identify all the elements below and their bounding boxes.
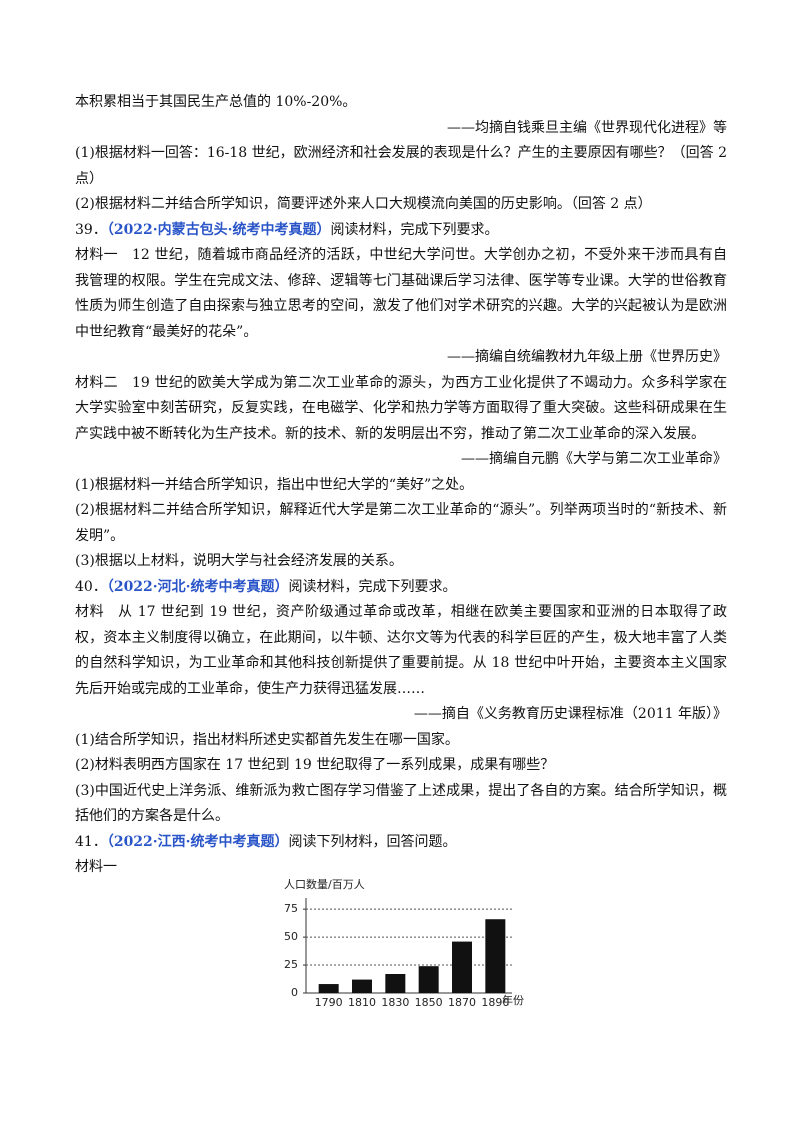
material: 材料从 17 世纪到 19 世纪，资产阶级通过革命或改革，相继在欧美主要国家和亚…: [75, 600, 727, 702]
x-tick-label: 1790: [315, 996, 343, 1009]
tag: （2022·江西·统考中考真题）: [106, 833, 289, 850]
y-tick-label: 75: [284, 902, 298, 915]
source: ——摘编自统编教材九年级上册《世界历史》: [447, 349, 727, 365]
bar: [485, 919, 506, 993]
label: 材料: [75, 604, 105, 620]
y-tick-label: 50: [284, 930, 298, 943]
bar: [452, 941, 472, 993]
question: (1)根据材料一回答：16-18 世纪，欧洲经济和社会发展的表现是什么？产生的主…: [75, 145, 727, 187]
question: (3)中国近代史上洋务派、维新派为救亡图存学习借鉴了上述成果，提出了各自的方案。…: [75, 782, 727, 825]
bar: [418, 966, 439, 993]
x-tick-label: 1830: [381, 996, 409, 1009]
text: 从 17 世纪到 19 世纪，资产阶级通过革命或改革，相继在欧美主要国家和亚洲的…: [75, 604, 728, 697]
text: 19 世纪的欧美大学成为第二次工业革命的源头，为西方工业化提供了不竭动力。众多科…: [75, 374, 728, 442]
question-header: 39．（2022·内蒙古包头·统考中考真题）阅读材料，完成下列要求。: [75, 218, 727, 244]
number: 39．: [75, 221, 107, 238]
material: 材料一 12 世纪，随着城市商品经济的活跃，中世纪大学问世。大学创办之初，不受外来…: [75, 243, 727, 345]
x-tick-label: 1870: [448, 996, 476, 1009]
chart: 人口数量/百万人 年份 0 25 50 75 1790 1810 1830 1850 1870 1…: [284, 878, 524, 1009]
question: (2)材料表明西方国家在 17 世纪到 19 世纪取得了一系列成果，成果有哪些？: [75, 757, 555, 773]
question-header: 41．（2022·江西·统考中考真题）阅读下列材料，回答问题。: [75, 830, 727, 856]
material: 材料二 19 世纪的欧美大学成为第二次工业革命的源头，为西方工业化提供了不竭动力。…: [75, 371, 727, 448]
number: 40．: [75, 578, 107, 595]
bar: [352, 979, 372, 993]
label: 材料一: [75, 247, 118, 263]
text: 12 世纪，随着城市商品经济的活跃，中世纪大学问世。大学创办之初，不受外来干涉而…: [75, 247, 728, 340]
paragraph: 本积累相当于其国民生产总值的 10%-20%。: [75, 94, 357, 110]
source: ——均摘自钱乘旦主编《世界现代化进程》等: [447, 119, 727, 136]
question-header: 40．（2022·河北·统考中考真题）阅读材料，完成下列要求。: [75, 575, 727, 601]
question: (1)结合所学知识，指出材料所述史实都首先发生在哪一国家。: [75, 731, 459, 748]
prompt: 阅读材料，完成下列要求。: [288, 578, 457, 595]
label: 材料二: [75, 374, 118, 391]
y-axis-label: 人口数量/百万人: [284, 878, 365, 891]
material-label: 材料一: [75, 859, 117, 875]
y-tick-label: 0: [291, 986, 298, 999]
question: (2)根据材料二并结合所学知识，解释近代大学是第二次工业革命的“源头”。列举两项…: [75, 502, 727, 544]
prompt: 阅读下列材料，回答问题。: [288, 833, 457, 850]
number: 41．: [75, 833, 107, 850]
x-axis-label: 年份: [502, 993, 524, 1007]
question: (3)根据以上材料，说明大学与社会经济发展的关系。: [75, 553, 403, 569]
tag: （2022·内蒙古包头·统考中考真题）: [106, 221, 331, 238]
bar: [318, 984, 339, 993]
x-tick-label: 1890: [481, 996, 509, 1009]
source: ——摘自《义务教育历史课程标准（2011 年版）》: [413, 706, 727, 722]
tag: （2022·河北·统考中考真题）: [106, 578, 289, 595]
x-tick-label: 1810: [348, 996, 376, 1009]
y-tick-label: 25: [284, 958, 298, 971]
source: ——摘编自元鹏《大学与第二次工业革命》: [461, 451, 727, 467]
prompt: 阅读材料，完成下列要求。: [330, 221, 499, 238]
document-body: 本积累相当于其国民生产总值的 10%-20%。 ——均摘自钱乘旦主编《世界现代化…: [75, 90, 727, 881]
question: (1)根据材料一并结合所学知识，指出中世纪大学的“美好”之处。: [75, 476, 474, 493]
x-tick-label: 1850: [415, 996, 443, 1009]
bar: [385, 974, 406, 993]
question: (2)根据材料二并结合所学知识，简要评述外来人口大规模流向美国的历史影响。（回答…: [75, 196, 652, 212]
